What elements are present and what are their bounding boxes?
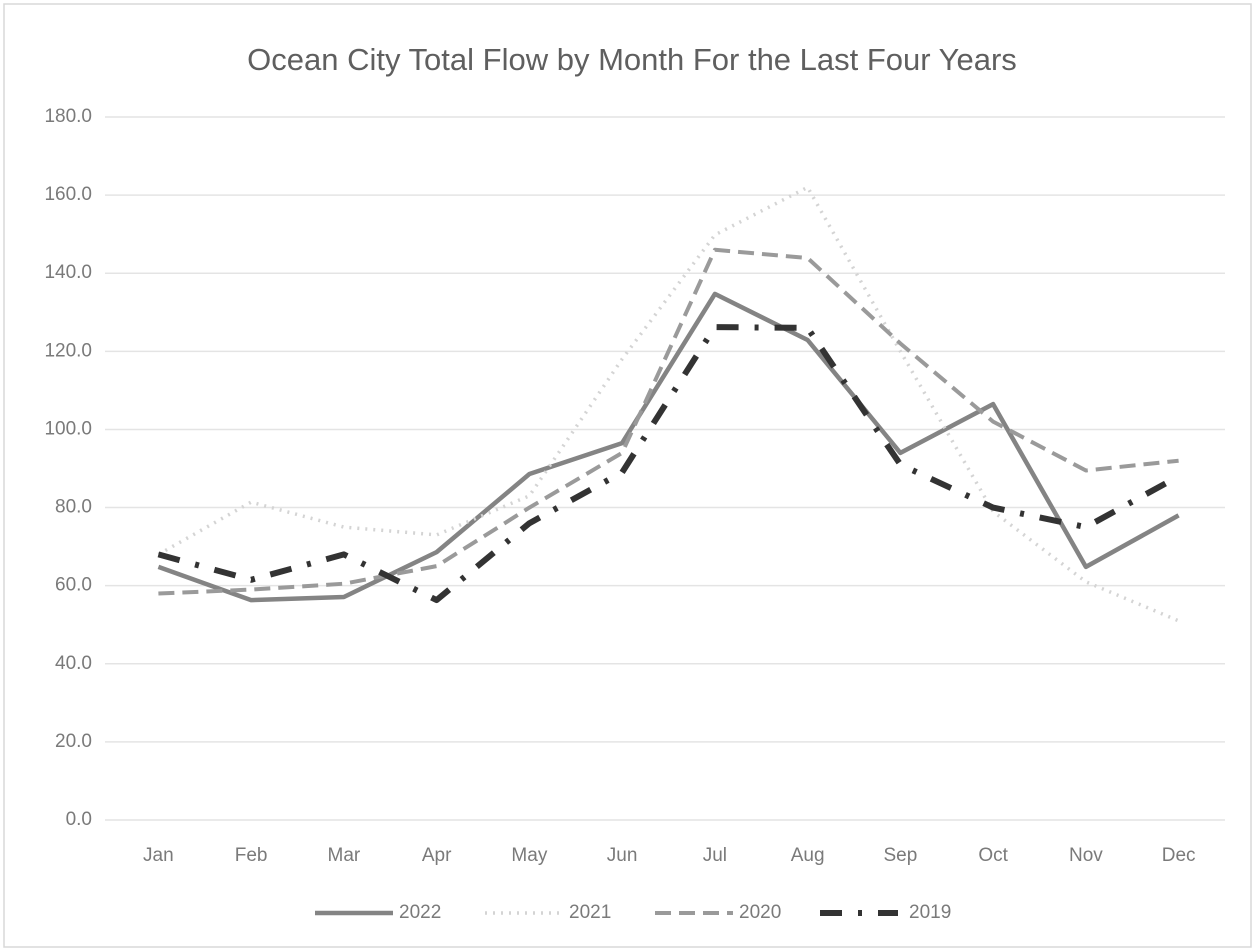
x-tick-label: Oct (978, 845, 1008, 866)
x-tick-label: Sep (883, 845, 917, 866)
y-tick-label: 100.0 (44, 418, 92, 439)
legend-label: 2020 (739, 902, 781, 923)
y-tick-label: 40.0 (55, 653, 92, 674)
x-tick-label: Jun (607, 845, 638, 866)
x-tick-label: Dec (1162, 845, 1196, 866)
x-tick-label: Jan (143, 845, 174, 866)
y-tick-label: 0.0 (66, 809, 92, 830)
x-tick-label: Nov (1069, 845, 1103, 866)
y-tick-label: 160.0 (44, 184, 92, 205)
series-line (158, 247, 1179, 596)
x-tick-label: May (511, 845, 547, 866)
legend-label: 2019 (909, 902, 951, 923)
legend-label: 2022 (399, 902, 441, 923)
x-tick-label: Feb (235, 845, 268, 866)
y-tick-label: 140.0 (44, 262, 92, 283)
y-tick-label: 60.0 (55, 575, 92, 596)
y-tick-label: 180.0 (44, 106, 92, 127)
x-tick-label: Apr (422, 845, 452, 866)
x-tick-label: Jul (703, 845, 727, 866)
chart-title: Ocean City Total Flow by Month For the L… (247, 42, 1017, 77)
legend-label: 2021 (569, 902, 611, 923)
y-tick-label: 80.0 (55, 497, 92, 518)
chart-border (3, 3, 1252, 948)
x-tick-label: Aug (791, 845, 825, 866)
x-tick-label: Mar (328, 845, 361, 866)
series-line (157, 291, 1180, 603)
y-tick-label: 20.0 (55, 731, 92, 752)
series-line (157, 324, 1181, 604)
y-tick-label: 120.0 (44, 340, 92, 361)
